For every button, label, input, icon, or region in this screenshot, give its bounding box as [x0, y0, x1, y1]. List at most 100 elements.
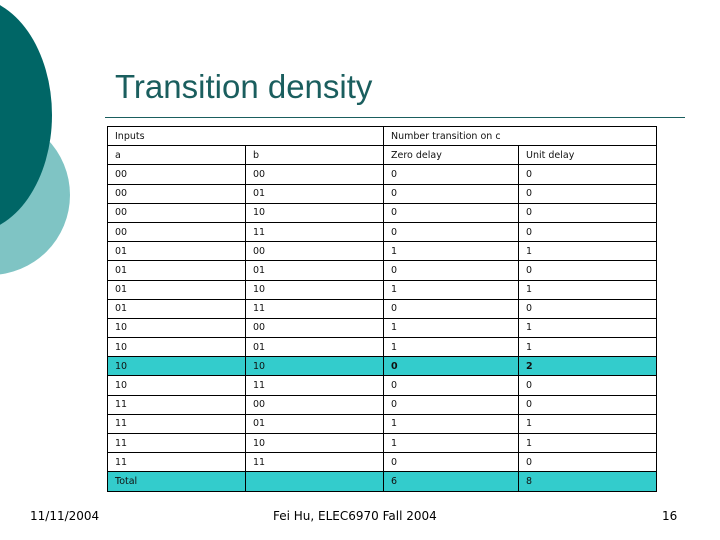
table-cell: 0: [517, 260, 658, 281]
table-row: 10 01 1 1: [107, 337, 658, 358]
table-cell: 0: [517, 221, 658, 243]
table-row: 01 00 1 1: [107, 241, 658, 262]
table-cell: 10: [245, 202, 384, 223]
table-row: 10 11 0 0: [107, 375, 658, 396]
table-cell: 01: [107, 298, 246, 319]
table-cell: 1: [383, 317, 519, 339]
table-cell: 0: [517, 164, 658, 185]
table-cell: 11: [107, 413, 246, 435]
table-cell: 0: [517, 375, 658, 396]
table-row: 10 10 0 2: [107, 356, 658, 377]
table-cell: a: [107, 145, 246, 166]
table-cell: 10: [107, 356, 246, 377]
decoration: [0, 5, 70, 275]
table-cell: 1: [517, 279, 658, 300]
table-cell: Number transition on c: [382, 125, 658, 147]
table-cell: 8: [517, 471, 658, 492]
table-row: 11 00 0 0: [107, 394, 658, 415]
table-cell: 01: [245, 413, 384, 435]
table-cell: 10: [245, 279, 384, 300]
page-number: 16: [662, 509, 678, 523]
table-cell: b: [245, 145, 384, 166]
table-cell: 01: [107, 279, 246, 300]
table-cell: 0: [517, 394, 658, 415]
table-cell: 01: [107, 260, 246, 281]
table-row: 01 01 0 0: [107, 260, 658, 281]
data-table: Inputs Number transition on c a b Zero delay…: [107, 125, 658, 492]
table-cell: 1: [517, 337, 658, 358]
table-cell: 11: [107, 394, 246, 415]
table-cell: 00: [245, 394, 384, 415]
table-cell: 0: [383, 183, 519, 204]
table-cell: 10: [245, 356, 384, 377]
table-cell: 0: [383, 298, 519, 319]
table-cell: 0: [517, 452, 658, 473]
table-cell: 0: [383, 452, 519, 473]
table-cell: 1: [383, 279, 519, 300]
table-cell: 00: [245, 164, 384, 185]
slide-title: Transition density: [115, 68, 373, 105]
table-cell: 10: [107, 375, 246, 396]
group-header-row: Inputs Number transition on c: [107, 125, 658, 147]
total-row: Total 6 8: [107, 471, 658, 492]
table-cell: 0: [383, 202, 519, 223]
table-cell: 0: [383, 356, 519, 377]
table-cell: 11: [245, 375, 384, 396]
table-cell: 00: [245, 317, 384, 339]
table-cell: 01: [107, 241, 246, 262]
table-row: 10 00 1 1: [107, 317, 658, 339]
table-cell: 1: [383, 241, 519, 262]
table-cell: 11: [107, 432, 246, 454]
table-cell: 10: [245, 432, 384, 454]
table-row: 11 11 0 0: [107, 452, 658, 473]
table-cell: 0: [383, 164, 519, 185]
dark-circle: [0, 5, 52, 225]
footer-date: 11/11/2004: [30, 509, 100, 523]
table-cell: 00: [107, 183, 246, 204]
table-cell: 0: [383, 260, 519, 281]
table-cell: 0: [517, 298, 658, 319]
table-cell: 1: [517, 317, 658, 339]
table-row: 11 10 1 1: [107, 432, 658, 454]
table-row: 00 01 0 0: [107, 183, 658, 204]
table-cell: Unit delay: [517, 145, 658, 166]
table-row: 11 01 1 1: [107, 413, 658, 435]
table-cell: [245, 471, 384, 492]
table-cell: 11: [245, 221, 384, 243]
table-cell: 1: [383, 413, 519, 435]
table-cell: 1: [383, 337, 519, 358]
table-cell: 10: [107, 337, 246, 358]
table-cell: 1: [517, 413, 658, 435]
table-row: 00 11 0 0: [107, 221, 658, 243]
table-cell: 1: [517, 432, 658, 454]
table-cell: Inputs: [107, 125, 384, 147]
table-cell: 11: [245, 452, 384, 473]
title-rule: [105, 117, 685, 118]
table-cell: 1: [383, 432, 519, 454]
table-cell: Zero delay: [383, 145, 519, 166]
table-cell: 00: [107, 164, 246, 185]
table-cell: 0: [517, 202, 658, 223]
table-cell: 00: [245, 241, 384, 262]
table-row: 00 00 0 0: [107, 164, 658, 185]
table-cell: 01: [245, 260, 384, 281]
table-cell: 00: [107, 221, 246, 243]
table-cell: 01: [245, 337, 384, 358]
table-cell: 11: [245, 298, 384, 319]
column-header-row: a b Zero delay Unit delay: [107, 145, 658, 166]
table-cell: 10: [107, 317, 246, 339]
table-row: 01 10 1 1: [107, 279, 658, 300]
table-cell: 2: [517, 356, 658, 377]
table-cell: 00: [107, 202, 246, 223]
table-cell: 0: [383, 221, 519, 243]
table-cell: 0: [383, 375, 519, 396]
table-cell: 0: [383, 394, 519, 415]
table-row: 01 11 0 0: [107, 298, 658, 319]
table-cell: 01: [245, 183, 384, 204]
table-cell: 0: [517, 183, 658, 204]
table-row: 00 10 0 0: [107, 202, 658, 223]
table-cell: 6: [383, 471, 519, 492]
table-cell: Total: [107, 471, 246, 492]
table-cell: 1: [517, 241, 658, 262]
